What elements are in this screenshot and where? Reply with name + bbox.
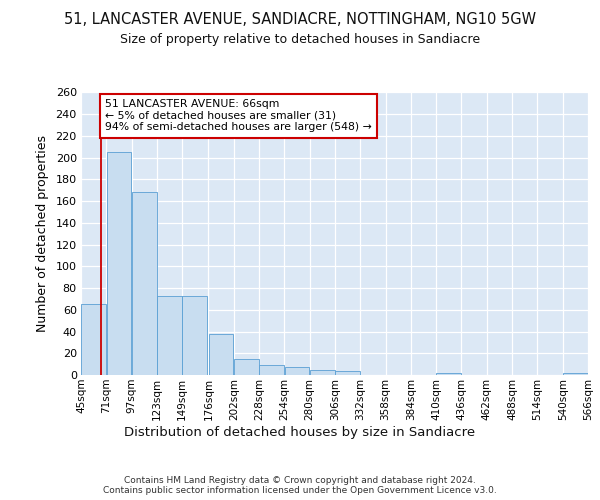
Bar <box>284 368 310 375</box>
Y-axis label: Number of detached properties: Number of detached properties <box>35 135 49 332</box>
Bar <box>335 370 360 375</box>
Text: Contains public sector information licensed under the Open Government Licence v3: Contains public sector information licen… <box>103 486 497 495</box>
Bar <box>436 373 461 375</box>
Bar <box>209 334 233 375</box>
Bar <box>81 304 106 375</box>
Bar <box>563 373 588 375</box>
Bar <box>234 358 259 375</box>
Bar <box>157 296 182 375</box>
Bar <box>259 365 284 375</box>
Bar <box>182 296 207 375</box>
Text: Size of property relative to detached houses in Sandiacre: Size of property relative to detached ho… <box>120 32 480 46</box>
Text: 51, LANCASTER AVENUE, SANDIACRE, NOTTINGHAM, NG10 5GW: 51, LANCASTER AVENUE, SANDIACRE, NOTTING… <box>64 12 536 28</box>
Bar <box>132 192 157 375</box>
Text: Contains HM Land Registry data © Crown copyright and database right 2024.: Contains HM Land Registry data © Crown c… <box>124 476 476 485</box>
Text: Distribution of detached houses by size in Sandiacre: Distribution of detached houses by size … <box>124 426 476 439</box>
Text: 51 LANCASTER AVENUE: 66sqm
← 5% of detached houses are smaller (31)
94% of semi-: 51 LANCASTER AVENUE: 66sqm ← 5% of detac… <box>106 99 372 132</box>
Bar <box>107 152 131 375</box>
Bar <box>310 370 335 375</box>
